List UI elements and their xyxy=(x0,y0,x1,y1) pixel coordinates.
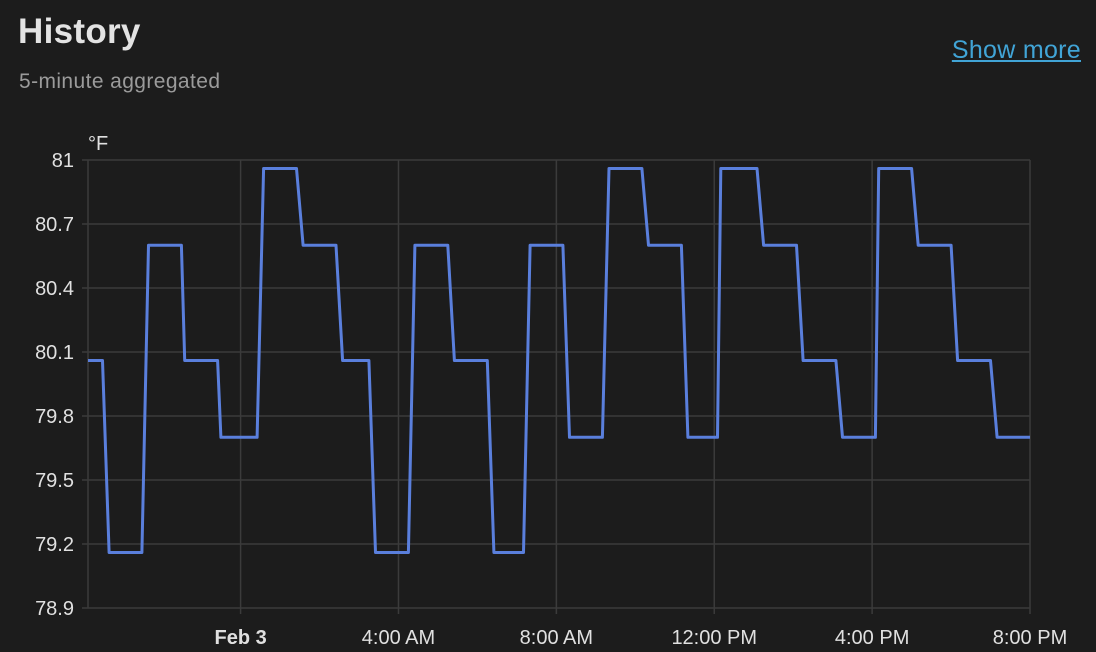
x-tick-label: 8:00 AM xyxy=(520,627,593,649)
series xyxy=(88,167,1030,554)
x-tick-label: 4:00 PM xyxy=(835,627,909,649)
y-tick-label: 79.2 xyxy=(35,534,74,556)
y-axis: 81 80.7 80.4 80.1 79.8 79.5 79.2 78.9 xyxy=(35,150,74,620)
y-tick-label: 79.5 xyxy=(35,470,74,492)
temperature-line xyxy=(88,167,1030,554)
y-tick-label: 80.1 xyxy=(35,342,74,364)
y-tick-label: 79.8 xyxy=(35,406,74,428)
y-tick-label: 80.4 xyxy=(35,278,74,300)
x-tick-label: Feb 3 xyxy=(214,627,266,649)
grid xyxy=(82,159,1031,614)
card-subtitle: 5-minute aggregated xyxy=(19,70,221,93)
y-tick-label: 80.7 xyxy=(35,214,74,236)
show-more-link[interactable]: Show more xyxy=(951,36,1081,64)
x-axis: Feb 3 4:00 AM 8:00 AM 12:00 PM 4:00 PM 8:00 P… xyxy=(214,627,1067,649)
y-tick-label: 81 xyxy=(52,150,74,172)
y-tick-label: 78.9 xyxy=(35,598,74,620)
x-tick-label: 4:00 AM xyxy=(362,627,435,649)
y-axis-unit: °F xyxy=(88,133,108,155)
x-tick-label: 12:00 PM xyxy=(671,627,757,649)
card-title: History xyxy=(18,12,141,51)
x-tick-label: 8:00 PM xyxy=(993,627,1067,649)
